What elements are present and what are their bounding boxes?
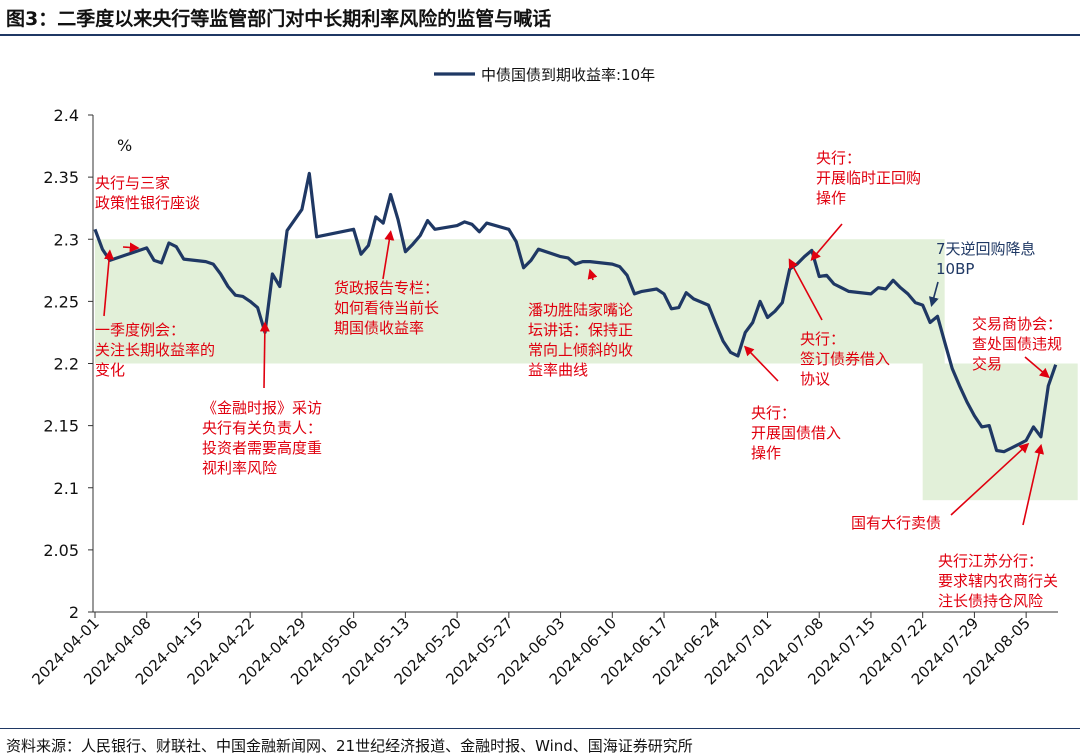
annotation-text-line: 期国债收益率 [334,319,424,337]
annotation-text-line: 操作 [816,189,846,207]
annotation-text-line: 开展国债借入 [751,424,841,442]
source-divider [0,728,1080,729]
annotation-text-line: 央行有关负责人： [202,419,322,437]
range-band-2 [922,363,1078,501]
annotation-arrow [788,258,823,321]
annotation-text-line: 投资者需要高度重 [202,439,322,457]
annotation-text-line: 益率曲线 [528,361,588,379]
annotation-text-line: 央行： [816,149,861,167]
figure-title: 图3：二季度以来央行等监管部门对中长期利率风险的监管与喊话 [6,8,552,30]
annotation-text-line: 货政报告专栏： [334,279,439,297]
annotation-text-line: 查处国债违规 [972,335,1062,353]
annotation-11: 国有大行卖债 [851,442,1030,532]
annotation-text-line: 央行江苏分行： [938,552,1043,570]
annotation-text-line: 央行： [800,330,845,348]
y-unit-label: % [117,136,132,155]
y-tick-label: 2.25 [43,292,79,311]
annotation-text-line: 央行与三家 [95,174,170,192]
series-line-10y-yield [93,171,1058,454]
annotation-arrow [103,249,115,317]
annotation-text-line: 要求辖内农商行关 [938,572,1058,590]
annotation-arrow [259,321,270,389]
y-tick-label: 2.1 [54,479,79,498]
annotation-text-line: 签订债券借入 [800,350,890,368]
annotation-text-line: 协议 [800,370,830,388]
y-tick-label: 2.3 [54,230,79,249]
annotation-text-line: 央行： [751,404,796,422]
y-tick-label: 2.35 [43,168,79,187]
annotation-arrow [743,345,779,382]
annotation-text-line: 注长债持仓风险 [938,592,1043,610]
legend-label: 中债国债到期收益率:10年 [481,66,655,84]
annotation-text-line: 变化 [95,361,125,379]
annotation-text-line: 交易商协会： [972,315,1062,333]
annotation-arrow [1022,443,1045,526]
annotation-text-line: 国有大行卖债 [851,514,941,532]
annotation-text-line: 《金融时报》采访 [202,399,322,417]
annotation-text-line: 政策性银行座谈 [95,194,200,212]
y-tick-label: 2 [69,603,79,622]
annotation-arrow [928,281,939,308]
annotation-text-line: 7天逆回购降息 [936,240,1036,258]
annotation-arrow [587,268,598,281]
annotation-arrow [810,223,843,261]
annotation-text-line: 关注长期收益率的 [95,341,215,359]
y-tick-label: 2.15 [43,417,79,436]
annotation-text-line: 视利率风险 [202,459,277,477]
y-tick-label: 2.2 [54,355,79,374]
annotation-text-line: 如何看待当前长 [334,299,439,317]
annotation-text-line: 10BP [936,260,974,278]
annotation-text-line: 潘功胜陆家嘴论 [528,301,633,319]
annotation-text-line: 常向上倾斜的收 [528,341,633,359]
y-tick-label: 2.4 [54,106,79,125]
source-note: 资料来源：人民银行、财联社、中国金融新闻网、21世纪经济报道、金融时报、Wind… [6,737,693,755]
title-bar [0,0,1080,36]
annotation-arrow [382,230,395,280]
annotation-text-line: 开展临时正回购 [816,169,921,187]
y-tick-label: 2.05 [43,541,79,560]
annotation-arrow [122,242,140,253]
annotation-text-line: 一季度例会： [95,321,185,339]
annotation-text-line: 坛讲话：保持正 [528,321,633,339]
annotation-arrow [950,442,1030,516]
annotation-text-line: 交易 [972,355,1002,373]
annotation-text-line: 操作 [751,444,781,462]
annotation-arrow [1024,356,1050,379]
annotation-9: 7天逆回购降息 10BP [928,240,1036,308]
